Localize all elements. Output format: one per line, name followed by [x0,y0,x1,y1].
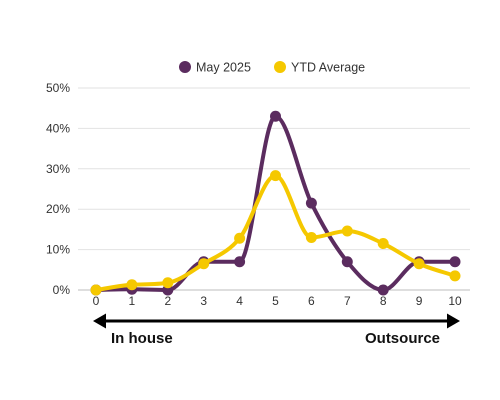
arrow-right-head [447,313,460,329]
data-point [198,258,210,270]
legend-label: May 2025 [196,61,251,75]
data-point [413,258,425,270]
y-tick-label: 30% [46,162,70,176]
x-tick-label: 1 [129,294,136,308]
x-tick-label: 6 [308,294,315,308]
x-axis-ticks: 0 1 2 3 4 5 6 7 8 9 10 [93,294,462,308]
data-point [126,279,138,291]
y-tick-label: 20% [46,202,70,216]
x-tick-label: 0 [93,294,100,308]
data-point [234,256,246,268]
arrow-left-label: In house [111,330,173,347]
x-tick-label: 4 [236,294,243,308]
x-tick-label: 7 [344,294,351,308]
series-may-2025 [90,110,461,296]
x-tick-label: 2 [164,294,171,308]
legend-item: May 2025 [179,61,251,75]
data-point [270,170,281,182]
legend-marker [274,61,286,73]
data-point [162,277,174,289]
data-point [377,238,389,250]
legend-marker [179,61,191,73]
data-point [449,256,461,268]
x-tick-label: 9 [416,294,423,308]
data-point [270,110,281,122]
y-tick-label: 0% [53,283,71,297]
series-group [90,110,461,296]
data-point [305,197,317,209]
data-point [377,284,389,296]
series-ytd-average [90,170,461,296]
x-tick-label: 3 [200,294,207,308]
data-point [341,225,353,237]
data-point [449,270,461,282]
data-point [90,284,102,296]
scale-arrow: In house Outsource [93,313,460,347]
x-tick-label: 8 [380,294,387,308]
y-tick-label: 10% [46,243,70,257]
series-line [94,114,457,292]
data-point [305,231,317,243]
x-tick-label: 10 [448,294,462,308]
data-point [234,232,246,244]
x-tick-label: 5 [272,294,279,308]
y-tick-label: 50% [46,81,70,95]
data-point [341,256,353,268]
legend-label: YTD Average [291,61,365,75]
arrow-right-label: Outsource [365,330,440,347]
arrow-left-head [93,313,106,329]
y-tick-label: 40% [46,121,70,135]
gridlines [78,87,470,291]
legend: May 2025 YTD Average [179,61,365,75]
y-axis-ticks: 0% 10% 20% 30% 40% 50% [46,81,70,297]
legend-item: YTD Average [274,61,365,75]
